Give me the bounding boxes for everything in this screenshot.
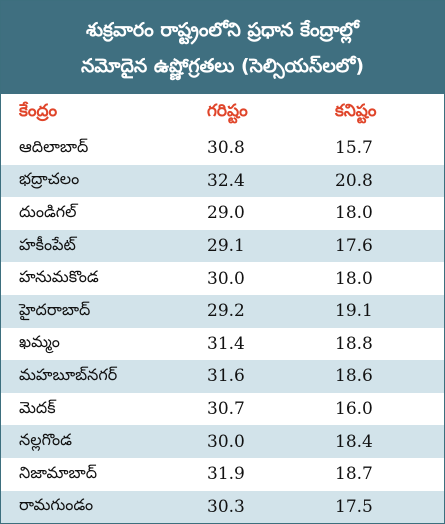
- table-body: ఆదిలాబాద్ 30.8 15.7 భద్రాచలం 32.4 20.8 దుండిగల…: [1, 132, 444, 524]
- table-row: హకీంపేట్ 29.1 17.6: [1, 229, 444, 263]
- table-row: నిజామాబాద్ 31.9 18.7: [1, 458, 444, 491]
- cell-center: నల్లగొండ: [19, 430, 72, 450]
- cell-center: భద్రాచలం: [19, 169, 80, 189]
- cell-center: ఆదిలాబాద్: [19, 136, 89, 156]
- column-header-max: గరిష్టం: [207, 101, 248, 121]
- cell-min: 18.4: [335, 431, 373, 452]
- cell-center: రామగుండం: [19, 495, 94, 515]
- cell-max: 31.9: [207, 464, 245, 485]
- cell-max: 31.6: [207, 366, 245, 387]
- cell-center: మెదక్: [19, 397, 56, 417]
- cell-max: 32.4: [207, 170, 245, 191]
- cell-max: 30.3: [207, 496, 245, 517]
- cell-max: 29.1: [207, 236, 245, 257]
- cell-min: 18.8: [335, 333, 373, 354]
- table-row: హైదరాబాద్ 29.2 19.1: [1, 294, 444, 328]
- cell-center: హనుమకొండ: [19, 267, 99, 287]
- column-headers: కేంద్రం గరిష్టం కనిష్టం: [1, 94, 444, 132]
- cell-min: 19.1: [335, 301, 373, 322]
- column-header-center: కేంద్రం: [19, 101, 58, 121]
- cell-min: 20.8: [335, 170, 373, 191]
- cell-center: హైదరాబాద్: [19, 299, 91, 319]
- cell-center: మహబూబ్‌నగర్: [19, 364, 118, 384]
- cell-max: 29.2: [207, 301, 245, 322]
- table-row: మెదక్ 30.7 16.0: [1, 393, 444, 426]
- table-row: మహబూబ్‌నగర్ 31.6 18.6: [1, 360, 444, 393]
- cell-min: 18.0: [335, 203, 373, 224]
- cell-min: 18.7: [335, 464, 373, 485]
- table-row: భద్రాచలం 32.4 20.8: [1, 164, 444, 198]
- cell-min: 15.7: [335, 138, 373, 159]
- title-line-2: నమోదైన ఉష్ణోగ్రతలు (సెల్సియస్‌లలో): [80, 54, 365, 77]
- cell-center: నిజామాబాద్: [19, 462, 97, 482]
- column-header-min: కనిష్టం: [335, 101, 377, 121]
- cell-min: 17.5: [335, 496, 373, 517]
- cell-max: 31.4: [207, 333, 245, 354]
- table-title: శుక్రవారం రాష్ట్రంలోని ప్రధాన కేంద్రాల్ల…: [1, 1, 444, 94]
- cell-max: 30.7: [207, 399, 245, 420]
- cell-min: 16.0: [335, 399, 373, 420]
- title-line-1: శుక్రవారం రాష్ట్రంలోని ప్రధాన కేంద్రాల్ల…: [86, 18, 359, 41]
- cell-center: హకీంపేట్: [19, 234, 76, 254]
- cell-min: 17.6: [335, 236, 373, 257]
- cell-max: 30.0: [207, 268, 245, 289]
- cell-center: ఖమ్మం: [19, 332, 60, 352]
- cell-center: దుండిగల్: [19, 201, 77, 221]
- table-row: దుండిగల్ 29.0 18.0: [1, 197, 444, 230]
- table-row: ఖమ్మం 31.4 18.8: [1, 328, 444, 361]
- cell-max: 30.8: [207, 138, 245, 159]
- cell-max: 29.0: [207, 203, 245, 224]
- cell-min: 18.0: [335, 268, 373, 289]
- cell-min: 18.6: [335, 366, 373, 387]
- table-row: ఆదిలాబాద్ 30.8 15.7: [1, 132, 444, 165]
- table-row: రామగుండం 30.3 17.5: [1, 490, 444, 524]
- table-row: నల్లగొండ 30.0 18.4: [1, 425, 444, 458]
- cell-max: 30.0: [207, 431, 245, 452]
- table-row: హనుమకొండ 30.0 18.0: [1, 262, 444, 295]
